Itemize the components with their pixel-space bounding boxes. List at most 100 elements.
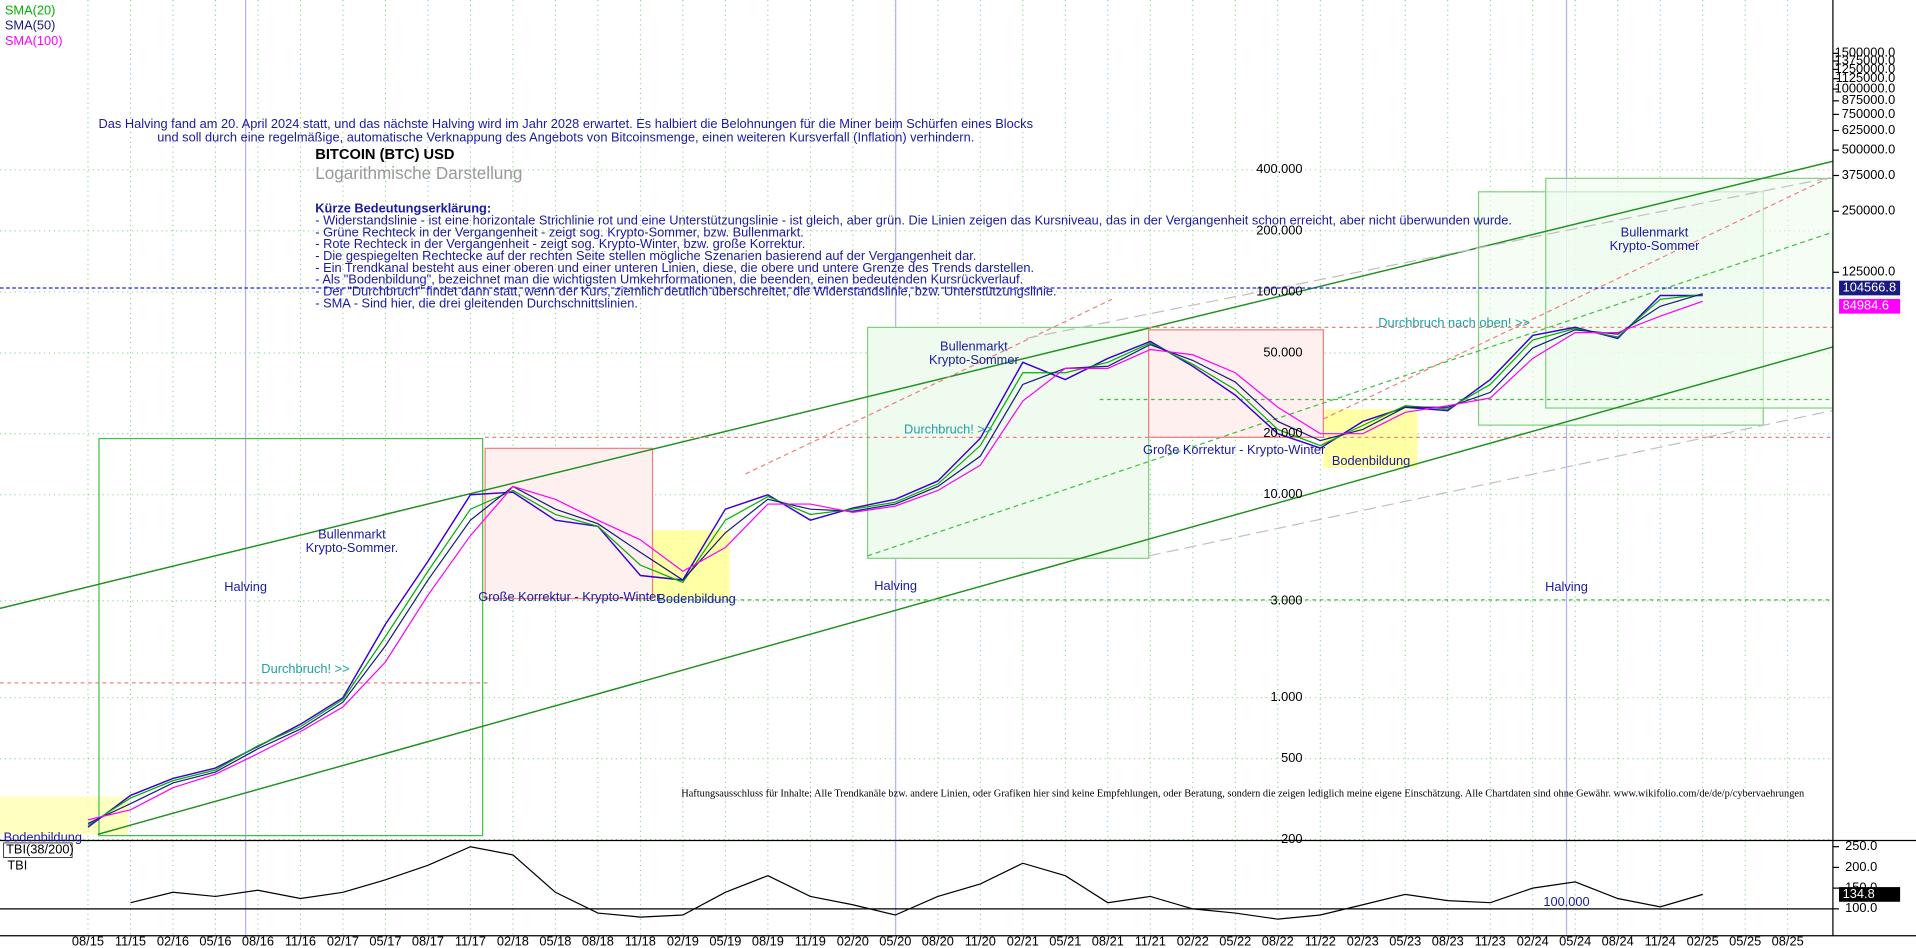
y-tick-label: 3.000 [1271, 592, 1303, 607]
x-tick-label: 11/22 [1305, 933, 1336, 948]
legend-line: - Der "Durchbruch" findet dann statt, we… [315, 284, 1056, 299]
legend-line: - Als "Bodenbildung", bezeichnet man die… [315, 272, 1023, 287]
annotation: Krypto-Sommer [929, 352, 1019, 367]
y2-tick-label: 1125000.0 [1836, 70, 1896, 85]
x-tick-label: 08/24 [1602, 933, 1634, 948]
x-tick-label: 08/18 [582, 933, 614, 948]
y2-tick-label: 750000.0 [1842, 106, 1895, 121]
price-marker [1839, 280, 1901, 296]
y2-tick-label: 250000.0 [1842, 203, 1895, 218]
x-tick-label: 08/22 [1262, 933, 1294, 948]
x-tick-label: 02/25 [1687, 933, 1719, 948]
trend-line [1026, 176, 1834, 339]
x-tick-label: 05/17 [369, 933, 401, 948]
x-tick-label: 02/20 [837, 933, 869, 948]
x-tick-label: 02/21 [1007, 933, 1039, 948]
annotation: Große Korrektur - Krypto-Winter [478, 589, 661, 604]
y-tick-label: 200 [1281, 831, 1302, 846]
price-label: 104566.8 [1843, 279, 1896, 294]
legend-entry: SMA(100) [5, 33, 63, 48]
x-tick-label: 11/19 [795, 933, 826, 948]
trend-line [1323, 175, 1834, 420]
x-tick-label: 02/19 [667, 933, 699, 948]
x-tick-label: 08/20 [922, 933, 954, 948]
x-tick-label: 05/23 [1389, 933, 1421, 948]
x-tick-label: 05/16 [199, 933, 231, 948]
x-tick-label: 08/17 [412, 933, 444, 948]
legend-line: - Widerstandslinie - ist eine horizontal… [315, 213, 1512, 228]
annotation: Durchbruch! >> [904, 421, 992, 436]
x-tick-label: 05/24 [1559, 933, 1591, 948]
y2-tick-label: 1000000.0 [1835, 80, 1896, 95]
trend-line [745, 298, 1113, 475]
chart-subtitle: Logarithmische Darstellung [315, 164, 522, 183]
y-tick-label: 400.000 [1256, 161, 1302, 176]
x-tick-label: 11/17 [455, 933, 486, 948]
indicator-title: TBI(38/200) [6, 842, 74, 857]
x-tick-label: 02/18 [497, 933, 529, 948]
x-tick-label: 02/23 [1347, 933, 1379, 948]
x-tick-label: 05/25 [1729, 933, 1761, 948]
y-tick-label: 200.0 [1845, 859, 1877, 874]
series-line [87, 300, 1703, 821]
y-tick-label: 100.0 [1845, 900, 1877, 915]
x-tick-label: 08/25 [1772, 933, 1804, 948]
y-tick-label: 500 [1281, 750, 1302, 765]
annotation: Bodenbildung [1332, 453, 1410, 468]
annotation: Halving [224, 579, 267, 594]
annotation: Bodenbildung [4, 829, 82, 844]
y2-tick-label: 875000.0 [1842, 92, 1895, 107]
x-tick-label: 02/16 [157, 933, 189, 948]
indicator-label: 134.8 [1843, 886, 1875, 901]
note: Das Halving fand am 20. April 2024 statt… [98, 116, 1033, 131]
series-line [87, 294, 1703, 828]
x-tick-label: 08/19 [752, 933, 784, 948]
sma-label: 84984.6 [1843, 298, 1889, 313]
legend-entry: SMA(20) [5, 2, 56, 17]
x-tick-label: 05/20 [879, 933, 911, 948]
legend-line: - Rote Rechteck in der Vergangenheit - z… [315, 236, 805, 251]
x-tick-label: 08/16 [242, 933, 274, 948]
disclaimer: Haftungsausschluss für Inhalte: Alle Tre… [681, 788, 1805, 799]
legend-line: - Grüne Rechteck in der Vergangenheit - … [315, 224, 804, 239]
trend-line [1148, 409, 1834, 557]
annotation: Halving [874, 578, 917, 593]
y2-tick-label: 125000.0 [1842, 264, 1895, 279]
annotation: Halving [1545, 579, 1588, 594]
legend-line: - SMA - Sind hier, die drei gleitenden D… [315, 295, 638, 310]
x-tick-label: 05/22 [1219, 933, 1251, 948]
annotation: Bodenbildung [657, 591, 735, 606]
y2-tick-label: 1375000.0 [1835, 52, 1896, 67]
x-tick-label: 08/23 [1432, 933, 1464, 948]
annotation: Große Korrektur - Krypto-Winter [1143, 442, 1326, 457]
x-tick-label: 11/21 [1135, 933, 1166, 948]
y2-tick-label: 500000.0 [1842, 142, 1895, 157]
note: und soll durch eine regelmäßige, automat… [157, 129, 974, 144]
series-line [130, 846, 1703, 920]
x-tick-label: 11/20 [965, 933, 996, 948]
x-tick-label: 11/15 [115, 933, 146, 948]
legend-heading: Kürze Bedeutungserklärung: [315, 200, 491, 215]
legend-line: - Die gespiegelten Rechtecke auf der rec… [315, 248, 976, 263]
indicator-marker [1839, 887, 1901, 902]
x-tick-label: 08/15 [72, 933, 104, 948]
y2-tick-label: 625000.0 [1842, 122, 1895, 137]
annotation: Durchbruch nach oben! >> [1378, 315, 1530, 330]
bear-box [1148, 329, 1324, 438]
annotation: Krypto-Sommer [1610, 238, 1700, 253]
x-tick-label: 05/18 [539, 933, 571, 948]
x-tick-label: 11/16 [285, 933, 316, 948]
y2-tick-label: 375000.0 [1842, 167, 1895, 182]
x-tick-label: 05/21 [1049, 933, 1081, 948]
annotation: Bullenmarkt [318, 526, 386, 541]
annotation: Bullenmarkt [1621, 225, 1689, 240]
x-tick-label: 02/22 [1177, 933, 1209, 948]
y-tick-label: 200.000 [1256, 222, 1302, 237]
bull-box [98, 437, 484, 837]
x-tick-label: 11/23 [1475, 933, 1506, 948]
y-tick-label: 250.0 [1845, 838, 1877, 853]
y-tick-label: 10.000 [1263, 486, 1302, 501]
x-tick-label: 08/21 [1092, 933, 1124, 948]
y2-tick-label: 1500000.0 [1835, 45, 1896, 60]
